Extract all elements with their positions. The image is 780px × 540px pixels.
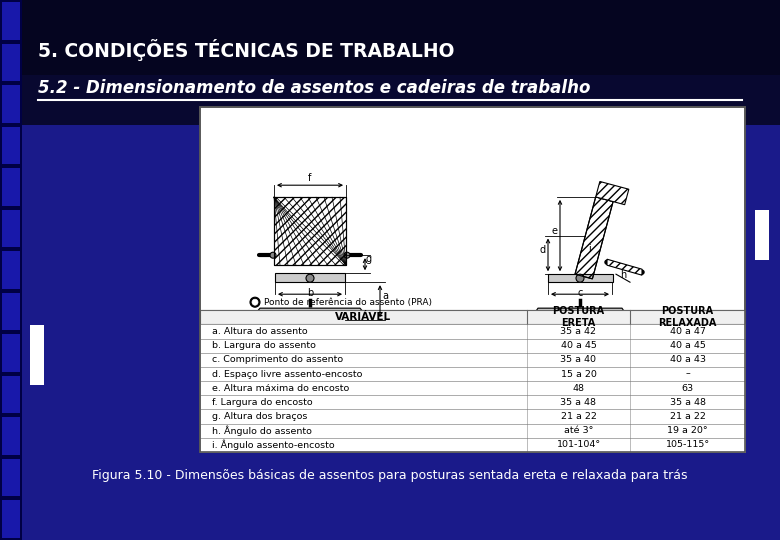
Bar bbox=[2, 210, 20, 247]
Text: c: c bbox=[577, 288, 583, 298]
Bar bbox=[0, 0, 780, 80]
Bar bbox=[200, 107, 745, 452]
Text: POSTURA
ERETA: POSTURA ERETA bbox=[552, 307, 604, 328]
Text: d. Espaço livre assento-encosto: d. Espaço livre assento-encosto bbox=[212, 369, 363, 379]
Polygon shape bbox=[596, 181, 629, 205]
Text: Ponto de referência do assento (PRA): Ponto de referência do assento (PRA) bbox=[264, 298, 432, 307]
Text: 15 a 20: 15 a 20 bbox=[561, 369, 597, 379]
Text: g: g bbox=[366, 254, 372, 264]
Bar bbox=[2, 44, 20, 81]
Polygon shape bbox=[607, 259, 642, 275]
Text: 35 a 42: 35 a 42 bbox=[561, 327, 597, 336]
Text: d: d bbox=[540, 245, 546, 255]
Bar bbox=[200, 339, 745, 353]
Bar bbox=[2, 2, 20, 39]
Bar bbox=[200, 325, 745, 339]
Text: Figura 5.10 - Dimensões básicas de assentos para posturas sentada ereta e relaxa: Figura 5.10 - Dimensões básicas de assen… bbox=[92, 469, 688, 482]
Bar bbox=[2, 293, 20, 330]
Bar bbox=[0, 83, 22, 125]
Text: VARIÁVEL: VARIÁVEL bbox=[335, 312, 392, 322]
Bar bbox=[200, 438, 745, 452]
Bar bbox=[0, 166, 22, 208]
Text: 48: 48 bbox=[573, 384, 584, 393]
Bar bbox=[200, 107, 745, 452]
Bar bbox=[30, 325, 44, 385]
Bar bbox=[200, 395, 745, 409]
Bar bbox=[2, 417, 20, 455]
Text: 21 a 22: 21 a 22 bbox=[669, 412, 705, 421]
Bar bbox=[0, 415, 22, 457]
Bar bbox=[0, 75, 780, 125]
Circle shape bbox=[576, 274, 584, 282]
Text: 105-115°: 105-115° bbox=[665, 441, 710, 449]
Text: e: e bbox=[552, 226, 558, 235]
Bar bbox=[0, 291, 22, 332]
Text: 40 a 45: 40 a 45 bbox=[561, 341, 597, 350]
Text: f. Largura do encosto: f. Largura do encosto bbox=[212, 398, 313, 407]
Bar bbox=[2, 251, 20, 289]
Bar bbox=[0, 498, 22, 540]
Polygon shape bbox=[250, 308, 370, 320]
Text: h: h bbox=[620, 270, 626, 280]
Bar bbox=[2, 501, 20, 538]
Text: 5.2 - Dimensionamento de assentos e cadeiras de trabalho: 5.2 - Dimensionamento de assentos e cade… bbox=[38, 79, 590, 97]
Bar bbox=[200, 310, 745, 325]
Bar bbox=[200, 367, 745, 381]
Bar bbox=[2, 376, 20, 414]
Bar bbox=[275, 273, 345, 282]
Bar bbox=[2, 126, 20, 164]
Text: 5. CONDIÇÕES TÉCNICAS DE TRABALHO: 5. CONDIÇÕES TÉCNICAS DE TRABALHO bbox=[38, 39, 455, 61]
Text: 19 a 20°: 19 a 20° bbox=[667, 426, 707, 435]
Bar bbox=[200, 381, 745, 395]
Text: 63: 63 bbox=[682, 384, 693, 393]
Bar bbox=[548, 274, 613, 282]
Text: f: f bbox=[308, 173, 312, 183]
Text: 101-104°: 101-104° bbox=[556, 441, 601, 449]
Bar bbox=[2, 168, 20, 206]
Text: i: i bbox=[588, 244, 590, 254]
Bar bbox=[200, 409, 745, 424]
Text: b. Largura do assento: b. Largura do assento bbox=[212, 341, 316, 350]
Circle shape bbox=[250, 297, 260, 307]
Text: e. Altura máxima do encosto: e. Altura máxima do encosto bbox=[212, 384, 349, 393]
Text: 40 a 43: 40 a 43 bbox=[669, 355, 705, 364]
Text: h. Ângulo do assento: h. Ângulo do assento bbox=[212, 426, 312, 436]
Bar bbox=[0, 0, 22, 42]
Bar bbox=[2, 85, 20, 123]
Text: a: a bbox=[382, 291, 388, 301]
Circle shape bbox=[344, 252, 350, 258]
Bar bbox=[200, 353, 745, 367]
Polygon shape bbox=[530, 308, 630, 320]
Text: 21 a 22: 21 a 22 bbox=[561, 412, 597, 421]
Bar bbox=[2, 459, 20, 496]
Bar bbox=[0, 457, 22, 498]
Bar bbox=[200, 424, 745, 438]
Text: POSTURA
RELAXADA: POSTURA RELAXADA bbox=[658, 307, 717, 328]
Bar bbox=[274, 197, 346, 265]
Bar bbox=[0, 332, 22, 374]
Text: b: b bbox=[307, 288, 313, 298]
Text: 40 a 45: 40 a 45 bbox=[669, 341, 705, 350]
Text: g. Altura dos braços: g. Altura dos braços bbox=[212, 412, 307, 421]
Text: i. Ângulo assento-encosto: i. Ângulo assento-encosto bbox=[212, 440, 335, 450]
Circle shape bbox=[270, 252, 276, 258]
Text: –: – bbox=[685, 369, 690, 379]
Bar bbox=[0, 125, 22, 166]
Text: 35 a 48: 35 a 48 bbox=[669, 398, 705, 407]
Text: c. Comprimento do assento: c. Comprimento do assento bbox=[212, 355, 343, 364]
Bar bbox=[2, 334, 20, 372]
Circle shape bbox=[306, 274, 314, 282]
Text: 35 a 48: 35 a 48 bbox=[561, 398, 597, 407]
Bar bbox=[274, 197, 346, 265]
Bar bbox=[755, 210, 769, 260]
Bar bbox=[0, 249, 22, 291]
Text: até 3°: até 3° bbox=[564, 426, 593, 435]
Text: 35 a 40: 35 a 40 bbox=[561, 355, 597, 364]
Circle shape bbox=[252, 299, 258, 305]
Bar bbox=[0, 42, 22, 83]
Text: 40 a 47: 40 a 47 bbox=[669, 327, 705, 336]
Text: a. Altura do assento: a. Altura do assento bbox=[212, 327, 307, 336]
Bar bbox=[0, 208, 22, 249]
Bar bbox=[0, 374, 22, 415]
